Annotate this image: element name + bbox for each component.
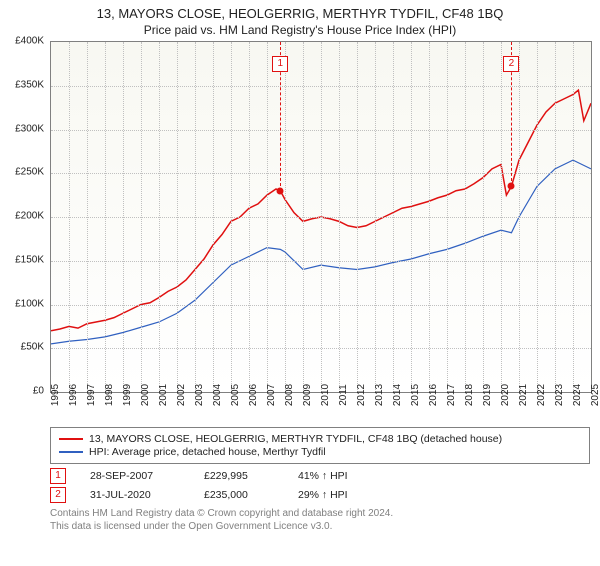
event-row-2: 2 31-JUL-2020 £235,000 29% ↑ HPI (50, 487, 590, 503)
gridline-v (177, 42, 178, 392)
marker-box-1: 1 (272, 56, 288, 72)
gridline-v (501, 42, 502, 392)
gridline-v (339, 42, 340, 392)
gridline-v (465, 42, 466, 392)
gridline-v (555, 42, 556, 392)
legend-row-hpi: HPI: Average price, detached house, Mert… (59, 446, 581, 458)
chart-area: 12 £0£50K£100K£150K£200K£250K£300K£350K£… (50, 41, 590, 421)
xtick-label: 2011 (338, 384, 349, 406)
gridline-v (159, 42, 160, 392)
xtick-label: 1998 (104, 384, 115, 406)
gridline-v (105, 42, 106, 392)
xtick-label: 2014 (392, 384, 403, 406)
legend-swatch-hpi (59, 451, 83, 453)
xtick-label: 2023 (554, 384, 565, 406)
marker-box-2: 2 (503, 56, 519, 72)
gridline-v (195, 42, 196, 392)
gridline-v (141, 42, 142, 392)
legend-label-property: 13, MAYORS CLOSE, HEOLGERRIG, MERTHYR TY… (89, 433, 502, 445)
chart-subtitle: Price paid vs. HM Land Registry's House … (0, 23, 600, 37)
event-date-2: 31-JUL-2020 (90, 489, 180, 501)
xtick-label: 2022 (536, 384, 547, 406)
xtick-label: 2018 (464, 384, 475, 406)
event-price-2: £235,000 (204, 489, 274, 501)
gridline-v (249, 42, 250, 392)
chart-container: 13, MAYORS CLOSE, HEOLGERRIG, MERTHYR TY… (0, 6, 600, 566)
xtick-label: 1999 (122, 384, 133, 406)
xtick-label: 2012 (356, 384, 367, 406)
xtick-label: 2010 (320, 384, 331, 406)
ytick-label: £250K (0, 167, 44, 178)
marker-dot-2 (508, 183, 515, 190)
gridline-v (483, 42, 484, 392)
plot-region: 12 (50, 41, 592, 393)
gridline-v (519, 42, 520, 392)
xtick-label: 2003 (194, 384, 205, 406)
xtick-label: 2015 (410, 384, 421, 406)
gridline-v (429, 42, 430, 392)
xtick-label: 2021 (518, 384, 529, 406)
xtick-label: 2019 (482, 384, 493, 406)
xtick-label: 2009 (302, 384, 313, 406)
event-price-1: £229,995 (204, 470, 274, 482)
xtick-label: 2007 (266, 384, 277, 406)
xtick-label: 1995 (50, 384, 61, 406)
ytick-label: £150K (0, 254, 44, 265)
event-marker-2: 2 (50, 487, 66, 503)
xtick-label: 2008 (284, 384, 295, 406)
legend: 13, MAYORS CLOSE, HEOLGERRIG, MERTHYR TY… (50, 427, 590, 464)
legend-swatch-property (59, 438, 83, 440)
ytick-label: £0 (0, 386, 44, 397)
legend-label-hpi: HPI: Average price, detached house, Mert… (89, 446, 326, 458)
chart-title: 13, MAYORS CLOSE, HEOLGERRIG, MERTHYR TY… (0, 6, 600, 21)
gridline-v (123, 42, 124, 392)
events-table: 1 28-SEP-2007 £229,995 41% ↑ HPI 2 31-JU… (50, 468, 590, 503)
xtick-label: 2000 (140, 384, 151, 406)
gridline-v (537, 42, 538, 392)
attribution: Contains HM Land Registry data © Crown c… (50, 507, 590, 533)
gridline-v (69, 42, 70, 392)
xtick-label: 2001 (158, 384, 169, 406)
ytick-label: £100K (0, 298, 44, 309)
gridline-v (285, 42, 286, 392)
event-date-1: 28-SEP-2007 (90, 470, 180, 482)
ytick-label: £300K (0, 123, 44, 134)
event-marker-1: 1 (50, 468, 66, 484)
gridline-v (411, 42, 412, 392)
gridline-v (573, 42, 574, 392)
attribution-line-2: This data is licensed under the Open Gov… (50, 520, 590, 533)
ytick-label: £400K (0, 36, 44, 47)
gridline-v (303, 42, 304, 392)
marker-dot-1 (277, 187, 284, 194)
xtick-label: 2013 (374, 384, 385, 406)
ytick-label: £200K (0, 211, 44, 222)
gridline-v (375, 42, 376, 392)
legend-row-property: 13, MAYORS CLOSE, HEOLGERRIG, MERTHYR TY… (59, 433, 581, 445)
xtick-label: 2004 (212, 384, 223, 406)
ytick-label: £350K (0, 79, 44, 90)
xtick-label: 2016 (428, 384, 439, 406)
gridline-v (213, 42, 214, 392)
xtick-label: 2017 (446, 384, 457, 406)
event-pct-2: 29% ↑ HPI (298, 489, 378, 501)
gridline-v (321, 42, 322, 392)
event-row-1: 1 28-SEP-2007 £229,995 41% ↑ HPI (50, 468, 590, 484)
xtick-label: 2024 (572, 384, 583, 406)
xtick-label: 2006 (248, 384, 259, 406)
xtick-label: 2020 (500, 384, 511, 406)
xtick-label: 1996 (68, 384, 79, 406)
gridline-v (267, 42, 268, 392)
xtick-label: 2025 (590, 384, 600, 406)
attribution-line-1: Contains HM Land Registry data © Crown c… (50, 507, 590, 520)
ytick-label: £50K (0, 342, 44, 353)
gridline-v (231, 42, 232, 392)
xtick-label: 1997 (86, 384, 97, 406)
gridline-v (357, 42, 358, 392)
event-pct-1: 41% ↑ HPI (298, 470, 378, 482)
gridline-v (447, 42, 448, 392)
xtick-label: 2002 (176, 384, 187, 406)
gridline-v (393, 42, 394, 392)
xtick-label: 2005 (230, 384, 241, 406)
gridline-v (87, 42, 88, 392)
